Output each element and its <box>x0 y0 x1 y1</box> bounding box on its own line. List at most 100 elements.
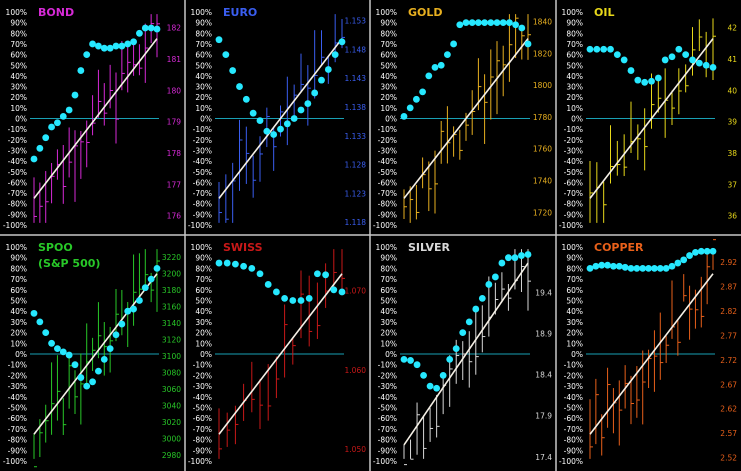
pct-tick-label: -20% <box>378 371 397 380</box>
pct-tick-label: -40% <box>193 393 212 402</box>
chart-title: COPPER <box>594 241 644 254</box>
pct-dot <box>661 56 669 64</box>
pct-tick-label: 40% <box>566 72 583 81</box>
pct-tick-label: 40% <box>566 307 583 316</box>
pct-tick-label: 100% <box>191 243 212 252</box>
price-tick-label: 3080 <box>162 369 181 378</box>
pct-tick-label: -20% <box>193 136 212 145</box>
pct-dot <box>65 106 73 114</box>
pct-dot <box>236 83 243 90</box>
pct-dot <box>598 261 606 269</box>
pct-tick-label: -60% <box>564 414 583 423</box>
pct-dot <box>505 254 512 262</box>
pct-dot <box>305 294 313 302</box>
pct-tick-label: -50% <box>378 168 397 177</box>
pct-tick-label: 10% <box>195 339 212 348</box>
pct-dot <box>702 61 710 69</box>
price-tick-label: 3180 <box>162 286 181 295</box>
pct-tick-label: -60% <box>193 414 212 423</box>
price-tick-label: 18.9 <box>535 329 552 338</box>
pct-dot <box>112 331 120 339</box>
pct-tick-label: -50% <box>564 168 583 177</box>
pct-dot <box>289 297 297 304</box>
pct-dot <box>485 281 493 288</box>
pct-tick-label: -30% <box>378 382 397 391</box>
pct-tick-label: -100% <box>188 457 212 466</box>
price-tick-label: 3200 <box>162 269 181 278</box>
pct-tick-label: 90% <box>566 254 583 263</box>
pct-tick-label: -90% <box>564 210 583 219</box>
pct-tick-label: -70% <box>378 425 397 434</box>
pct-tick-label: -90% <box>8 446 27 455</box>
pct-tick-label: 100% <box>376 243 397 252</box>
chart-panel-gold: 100% 90%80% 70% 60%50% 40% 30%20% 10% 0%-10% -20… <box>373 6 552 230</box>
pct-tick-label: -80% <box>564 436 583 445</box>
pct-tick-label: -90% <box>564 446 583 455</box>
pct-dot <box>229 67 237 74</box>
pct-dot <box>524 40 532 48</box>
pct-tick-label: 20% <box>566 329 583 338</box>
pct-dot <box>277 125 284 133</box>
pct-dot <box>425 72 433 80</box>
pct-dot <box>444 51 451 58</box>
chart-title: OIL <box>594 6 614 19</box>
pct-tick-label: 100% <box>6 8 27 17</box>
regression-trend-line <box>589 273 714 435</box>
pct-dot <box>604 261 611 269</box>
chart-title: EURO <box>223 6 257 19</box>
pct-tick-label: 30% <box>380 83 397 92</box>
pct-dot <box>682 51 690 58</box>
pct-dot <box>95 367 102 375</box>
pct-tick-label: 80% <box>566 29 583 38</box>
price-tick-label: 3120 <box>162 336 181 345</box>
pct-tick-label: 30% <box>10 83 27 92</box>
pct-tick-label: -30% <box>193 146 212 155</box>
pct-dot <box>153 265 161 272</box>
pct-tick-label: 0% <box>385 350 397 359</box>
pct-tick-label: 20% <box>10 93 27 102</box>
pct-dot <box>147 275 155 283</box>
pct-tick-label: 40% <box>195 307 212 316</box>
pct-dot <box>222 51 230 58</box>
pct-dot <box>675 45 683 53</box>
pct-tick-label: 50% <box>10 61 27 70</box>
pct-dot <box>83 382 91 390</box>
pct-tick-label: -60% <box>8 178 27 187</box>
pct-dot <box>709 63 717 71</box>
pct-tick-label: 60% <box>380 286 397 295</box>
pct-tick-label: -100% <box>3 221 27 230</box>
pct-tick-label: -80% <box>8 436 27 445</box>
pct-tick-label: -70% <box>8 425 27 434</box>
price-tick-label: 181 <box>167 55 182 64</box>
pct-tick-label: -10% <box>8 361 27 370</box>
pct-tick-label: 50% <box>566 297 583 306</box>
pct-dot <box>36 318 44 326</box>
pct-dot <box>478 294 486 302</box>
pct-tick-label: -10% <box>564 125 583 134</box>
price-tick-label: 1800 <box>533 81 552 90</box>
pct-dot <box>48 123 55 131</box>
pct-tick-label: 60% <box>380 51 397 60</box>
price-tick-label: 18.4 <box>535 371 552 380</box>
pct-dot <box>607 45 614 53</box>
price-tick-label: 2.77 <box>720 331 737 340</box>
pct-dot <box>249 109 257 117</box>
pct-dot <box>311 89 319 97</box>
pct-dot <box>586 265 594 272</box>
price-tick-label: 2.72 <box>720 356 737 365</box>
pct-tick-label: -40% <box>564 393 583 402</box>
pct-dot <box>71 91 79 99</box>
regression-trend-line <box>403 38 529 199</box>
pct-dot <box>465 318 473 326</box>
pct-tick-label: 40% <box>195 72 212 81</box>
price-tick-label: 3040 <box>162 402 181 411</box>
price-tick-label: 2.82 <box>720 307 737 316</box>
regression-trend-line <box>403 262 529 446</box>
regression-trend-line <box>218 273 343 435</box>
pct-dot <box>695 59 703 67</box>
pct-tick-label: 70% <box>195 275 212 284</box>
pct-dot <box>297 106 305 114</box>
pct-dot <box>42 134 50 142</box>
pct-dot <box>475 19 482 27</box>
pct-tick-label: 70% <box>380 40 397 49</box>
